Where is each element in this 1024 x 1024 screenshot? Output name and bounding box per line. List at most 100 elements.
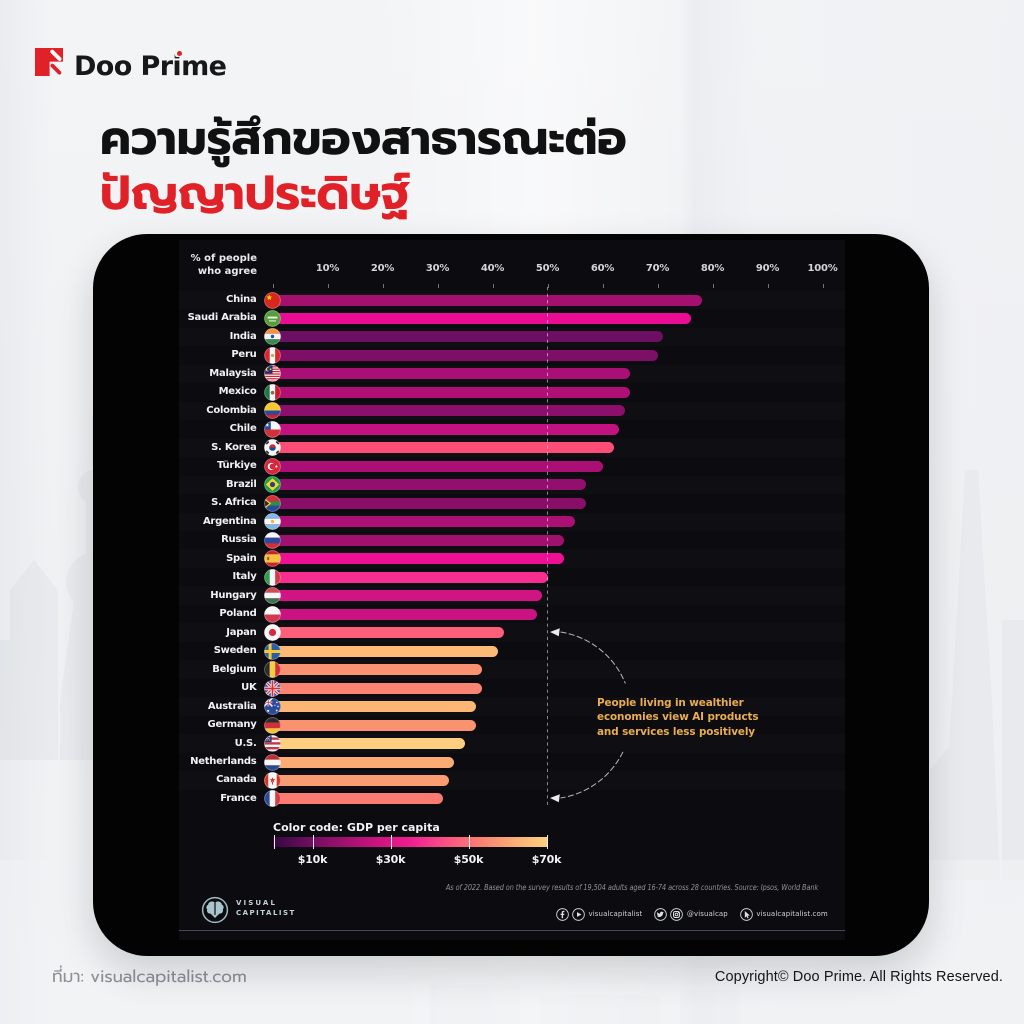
country-label: Türkiye (216, 460, 257, 472)
youtube-icon (572, 907, 585, 921)
flag-spain-icon (264, 550, 281, 568)
country-label: France (220, 792, 257, 804)
bar-t-rkiye (265, 460, 603, 472)
bar-russia (265, 534, 564, 546)
cursor-icon (740, 907, 753, 921)
flag-saudi-arabia-icon (264, 310, 281, 327)
flag-china-icon (264, 291, 281, 309)
flag-argentina-icon (264, 513, 281, 531)
country-label: Saudi Arabia (187, 312, 257, 324)
legend-label: Color code: GDP per capita (273, 821, 440, 834)
flag-turkiye-icon (264, 457, 281, 475)
social-handle[interactable]: @visualcap (686, 910, 728, 918)
bar-spain (265, 553, 564, 565)
country-label: Russia (221, 534, 257, 546)
social-handle[interactable]: visualcapitalist (588, 910, 643, 918)
flag-australia-icon (264, 698, 281, 715)
flag-canada-icon (264, 772, 281, 789)
flag-united-states-icon (264, 735, 281, 752)
bar-hungary (265, 590, 542, 602)
country-label: Malaysia (209, 367, 257, 379)
flag-peru-icon (264, 347, 281, 364)
x-tick-mark (712, 283, 714, 288)
flag-netherlands-icon (264, 753, 281, 771)
bar-u-s- (265, 738, 465, 750)
country-label: Hungary (210, 589, 257, 601)
axis-header-line2: who agree (197, 266, 257, 277)
legend-tick-mark (273, 835, 275, 849)
x-tick-label: 60% (590, 263, 615, 274)
flag-hungary-icon (264, 587, 281, 605)
x-tick-label: 100% (807, 263, 838, 274)
country-label: Spain (226, 552, 257, 564)
country-label: Sweden (213, 645, 257, 657)
annotation-line3: and services less positively (597, 725, 755, 738)
country-label: Chile (229, 423, 257, 435)
bar-saudi-arabia (265, 312, 691, 324)
footer-separator-line (179, 929, 845, 931)
bar-colombia (265, 405, 625, 417)
country-label: UK (241, 682, 257, 694)
bar-malaysia (265, 368, 630, 380)
flag-uk-icon (264, 679, 281, 697)
flag-india-icon (264, 328, 281, 346)
country-label: Germany (207, 719, 257, 731)
flag-russia-icon (264, 531, 281, 549)
bar-peru (265, 349, 658, 361)
legend-tick-label: $10k (297, 853, 328, 866)
bar-germany (265, 719, 476, 731)
country-label: Japan (226, 626, 257, 638)
flag-mexico-icon (264, 384, 281, 401)
x-tick-label: 30% (425, 263, 450, 274)
country-label: Canada (216, 774, 257, 786)
bar-argentina (265, 516, 575, 528)
country-label: India (229, 330, 257, 342)
legend-tick-mark (390, 835, 392, 849)
instagram-icon (670, 907, 684, 921)
flag-france-icon (264, 790, 281, 808)
publisher-name: VISUAL CAPITALIST (236, 899, 296, 918)
legend-tick-mark (312, 835, 314, 849)
reference-line-and-arrows (547, 287, 626, 806)
x-tick-mark (657, 283, 659, 288)
copyright-text: Copyright© Doo Prime. All Rights Reserve… (714, 969, 1003, 985)
x-tick-label: 90% (755, 263, 780, 274)
social-handle[interactable]: visualcapitalist.com (756, 910, 828, 918)
x-tick-label: 20% (370, 263, 395, 274)
country-label: Netherlands (190, 756, 257, 767)
bar-mexico (265, 386, 630, 398)
bar-sweden (265, 645, 498, 657)
bar-brazil (265, 479, 586, 491)
x-tick-label: 40% (480, 263, 505, 274)
arrow-head-bottom-icon (550, 794, 560, 803)
publisher-line2: CAPITALIST (236, 908, 296, 917)
country-label: Mexico (218, 386, 257, 398)
x-tick-mark (767, 283, 769, 288)
flag-chile-icon (264, 421, 281, 438)
bar-poland (265, 608, 537, 620)
bar-japan (265, 627, 504, 639)
country-label: Colombia (206, 404, 257, 416)
x-tick-mark (327, 283, 329, 288)
bar-italy (265, 571, 548, 583)
x-tick-mark (272, 283, 274, 288)
brand-name: Doo Prime (74, 51, 227, 82)
legend-tick-label: $30k (375, 853, 406, 866)
annotation-arc-top (560, 631, 626, 684)
bar-india (265, 331, 663, 343)
bar-netherlands (265, 756, 454, 768)
bar-s-korea (265, 442, 614, 454)
country-label: Brazil (226, 478, 257, 490)
flag-south-korea-icon (264, 439, 281, 457)
axis-header-line1: % of people (190, 253, 257, 264)
legend-gradient-bar (273, 837, 547, 847)
x-tick-mark (602, 283, 604, 288)
country-label: S. Africa (211, 497, 257, 509)
bar-canada (265, 774, 449, 786)
bar-france (265, 793, 443, 805)
social-links-row: visualcapitalist @visualcap visualcapitali… (553, 907, 828, 922)
x-tick-mark (492, 283, 494, 288)
annotation-line1: People living in wealthier (597, 697, 744, 709)
country-label: Argentina (202, 515, 257, 527)
